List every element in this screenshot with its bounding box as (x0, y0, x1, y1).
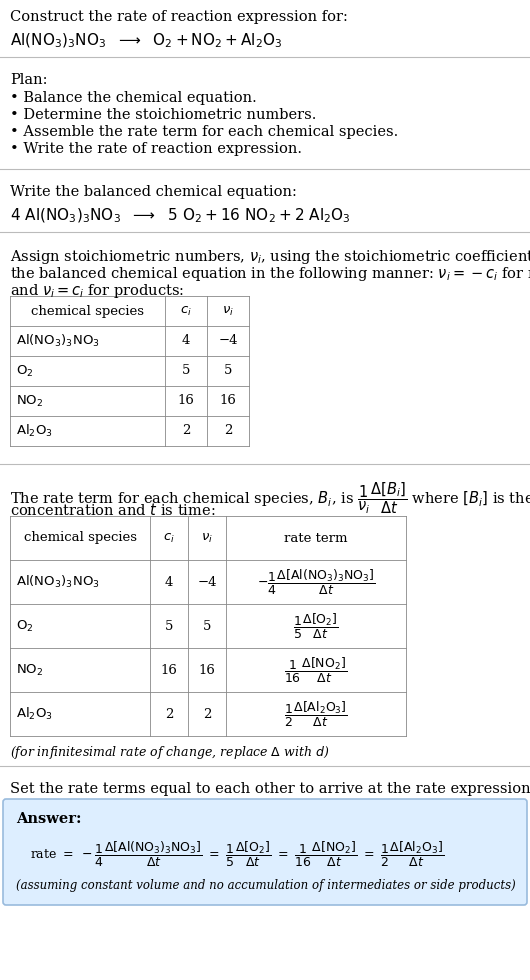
Text: • Balance the chemical equation.: • Balance the chemical equation. (10, 91, 257, 105)
Text: 2: 2 (182, 424, 190, 437)
Text: • Write the rate of reaction expression.: • Write the rate of reaction expression. (10, 142, 302, 156)
Text: concentration and $t$ is time:: concentration and $t$ is time: (10, 502, 216, 518)
Text: $\mathrm{NO_2}$: $\mathrm{NO_2}$ (16, 662, 43, 677)
Text: 5: 5 (182, 365, 190, 377)
Text: 2: 2 (203, 708, 211, 720)
Text: $\dfrac{1}{16}\dfrac{\Delta[\mathrm{NO_2}]}{\Delta t}$: $\dfrac{1}{16}\dfrac{\Delta[\mathrm{NO_2… (285, 656, 348, 684)
Text: $\mathrm{Al(NO_3)_3NO_3}$  $\longrightarrow$  $\mathrm{O_2 + NO_2 + Al_2O_3}$: $\mathrm{Al(NO_3)_3NO_3}$ $\longrightarr… (10, 32, 282, 50)
Text: $\mathrm{Al(NO_3)_3NO_3}$: $\mathrm{Al(NO_3)_3NO_3}$ (16, 574, 100, 590)
Text: (for infinitesimal rate of change, replace $\Delta$ with $d$): (for infinitesimal rate of change, repla… (10, 744, 329, 761)
Text: 16: 16 (161, 663, 178, 676)
Text: chemical species: chemical species (23, 531, 137, 545)
Text: $c_i$: $c_i$ (180, 305, 192, 318)
Text: 5: 5 (165, 619, 173, 632)
Text: $\mathrm{Al_2O_3}$: $\mathrm{Al_2O_3}$ (16, 423, 53, 439)
Text: 5: 5 (203, 619, 211, 632)
Text: $-\dfrac{1}{4}\dfrac{\Delta[\mathrm{Al(NO_3)_3NO_3}]}{\Delta t}$: $-\dfrac{1}{4}\dfrac{\Delta[\mathrm{Al(N… (257, 567, 375, 597)
Text: Write the balanced chemical equation:: Write the balanced chemical equation: (10, 185, 297, 199)
Text: Answer:: Answer: (16, 812, 82, 826)
Text: Set the rate terms equal to each other to arrive at the rate expression:: Set the rate terms equal to each other t… (10, 782, 530, 796)
Text: chemical species: chemical species (31, 305, 144, 318)
Text: • Determine the stoichiometric numbers.: • Determine the stoichiometric numbers. (10, 108, 316, 122)
Text: $\mathrm{O_2}$: $\mathrm{O_2}$ (16, 364, 33, 378)
Text: 16: 16 (199, 663, 215, 676)
Text: 2: 2 (224, 424, 232, 437)
Text: and $\nu_i = c_i$ for products:: and $\nu_i = c_i$ for products: (10, 282, 184, 300)
Text: $\nu_i$: $\nu_i$ (222, 305, 234, 318)
Text: Construct the rate of reaction expression for:: Construct the rate of reaction expressio… (10, 10, 348, 24)
Text: $\nu_i$: $\nu_i$ (201, 531, 213, 545)
Text: $\mathrm{NO_2}$: $\mathrm{NO_2}$ (16, 393, 43, 409)
Text: 2: 2 (165, 708, 173, 720)
Text: $\dfrac{1}{5}\dfrac{\Delta[\mathrm{O_2}]}{\Delta t}$: $\dfrac{1}{5}\dfrac{\Delta[\mathrm{O_2}]… (293, 612, 339, 641)
Text: 16: 16 (178, 395, 195, 408)
Text: 4: 4 (182, 334, 190, 348)
Text: Assign stoichiometric numbers, $\nu_i$, using the stoichiometric coefficients, $: Assign stoichiometric numbers, $\nu_i$, … (10, 248, 530, 266)
Text: • Assemble the rate term for each chemical species.: • Assemble the rate term for each chemic… (10, 125, 398, 139)
Text: $\mathrm{O_2}$: $\mathrm{O_2}$ (16, 618, 33, 633)
Text: −4: −4 (197, 575, 217, 589)
Text: 16: 16 (219, 395, 236, 408)
Text: 5: 5 (224, 365, 232, 377)
Text: $\mathrm{Al(NO_3)_3NO_3}$: $\mathrm{Al(NO_3)_3NO_3}$ (16, 333, 100, 349)
Text: (assuming constant volume and no accumulation of intermediates or side products): (assuming constant volume and no accumul… (16, 879, 516, 892)
Text: −4: −4 (218, 334, 238, 348)
Text: $\mathrm{Al_2O_3}$: $\mathrm{Al_2O_3}$ (16, 706, 53, 722)
Text: The rate term for each chemical species, $B_i$, is $\dfrac{1}{\nu_i}\dfrac{\Delt: The rate term for each chemical species,… (10, 480, 530, 515)
Text: $\dfrac{1}{2}\dfrac{\Delta[\mathrm{Al_2O_3}]}{\Delta t}$: $\dfrac{1}{2}\dfrac{\Delta[\mathrm{Al_2O… (284, 700, 348, 728)
Text: Plan:: Plan: (10, 73, 48, 87)
Text: rate term: rate term (284, 531, 348, 545)
FancyBboxPatch shape (3, 799, 527, 905)
Text: rate $=\ -\dfrac{1}{4}\dfrac{\Delta[\mathrm{Al(NO_3)_3NO_3}]}{\Delta t}\ =\ \dfr: rate $=\ -\dfrac{1}{4}\dfrac{\Delta[\mat… (30, 840, 444, 868)
Text: $\mathrm{4\ Al(NO_3)_3NO_3}$  $\longrightarrow$  $\mathrm{5\ O_2 + 16\ NO_2 + 2\: $\mathrm{4\ Al(NO_3)_3NO_3}$ $\longright… (10, 207, 351, 225)
Text: $c_i$: $c_i$ (163, 531, 175, 545)
Text: 4: 4 (165, 575, 173, 589)
Text: the balanced chemical equation in the following manner: $\nu_i = -c_i$ for react: the balanced chemical equation in the fo… (10, 265, 530, 283)
